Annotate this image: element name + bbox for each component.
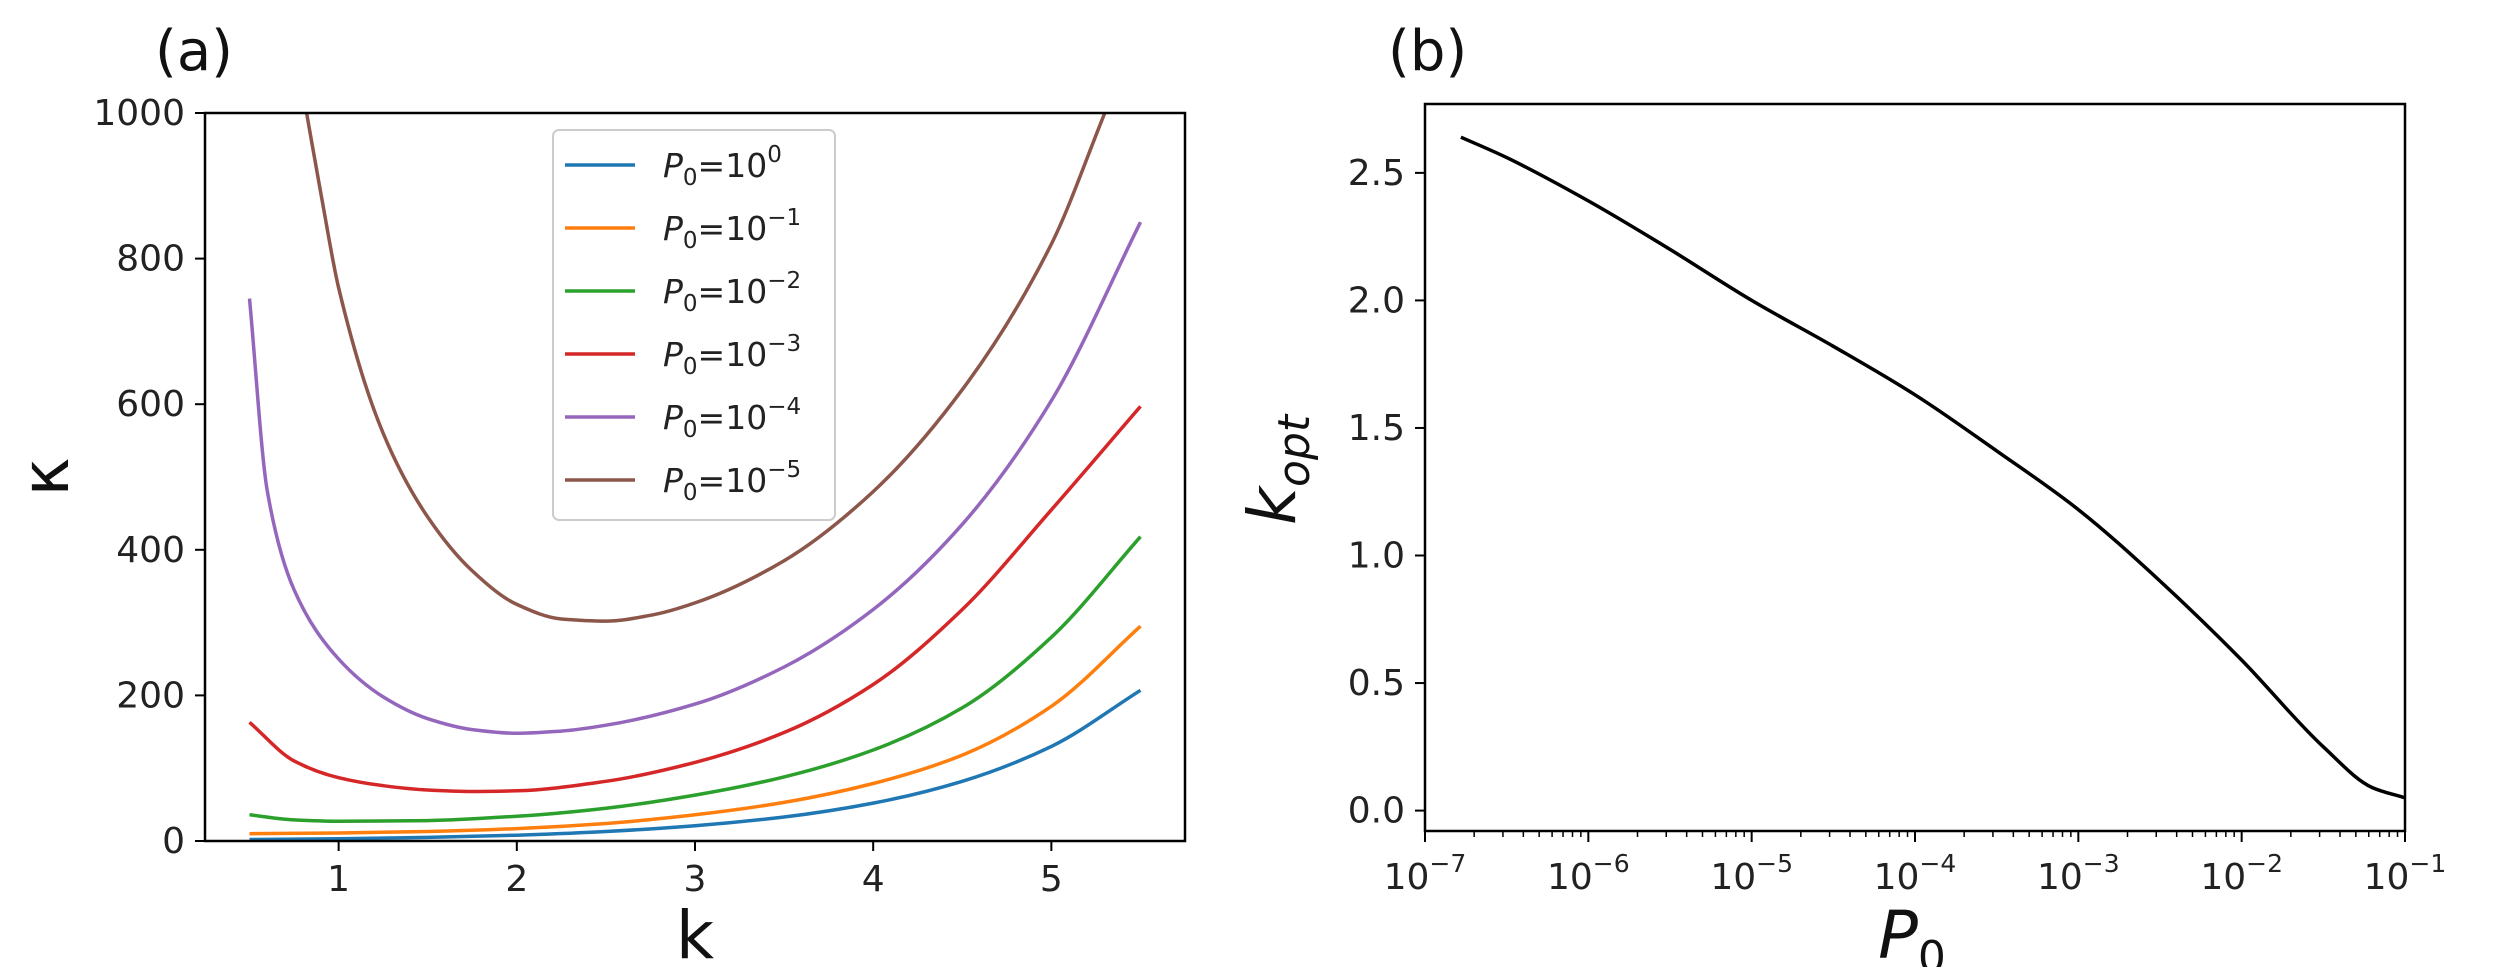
panel-b-y-ticks: 0.0 0.5 1.0 1.5 2.0 2.5 [1348,153,1425,832]
panel-a-legend: P0=100 P0=10−1 P0=10−2 P0=10−3 P0=10−4 P0=10−… [552,129,836,521]
panel-b-x-tick-label: 10−3 [2037,849,2120,898]
panel-a-y-tick-label: 800 [116,239,185,280]
panel-a-y-tick-label: 400 [116,530,185,571]
panel-b-y-axis-label-base: k [1234,484,1311,525]
panel-a-plot-area [247,113,1143,841]
panel-b-y-tick-label: 2.5 [1348,153,1405,194]
panel-a-legend-entry-2: P0=10−2 [663,268,801,317]
panel-b-x-tick-label: 10−2 [2200,849,2283,898]
panel-a-series-line-1 [249,624,1142,836]
panel-a-y-ticks: 0 200 400 600 800 1000 [93,93,205,862]
panel-b-x-axis-label: P0 [1878,897,1946,967]
panel-a-x-tick-label: 4 [862,859,885,900]
panel-a-y-tick-label: 0 [162,821,185,862]
panel-b-x-axis-label-sub: 0 [1918,932,1946,967]
panel-b-x-axis-label-base: P [1878,897,1918,967]
panel-b-series-line [1460,135,2405,800]
panel-a-series-line-3 [248,405,1142,794]
panel-a-legend-entry-5: P0=10−5 [663,457,801,506]
panel-b-label: (b) [1388,19,1467,84]
panel-a-x-ticks: 1 2 3 4 5 [327,841,1063,900]
panel-a-y-tick-label: 200 [116,675,185,716]
panel-b-y-axis-label: kopt [1234,413,1320,525]
panel-a-legend-entry-3: P0=10−3 [663,331,801,380]
panel-b-x-tick-label: 10−7 [1384,849,1467,898]
panel-b-y-tick-label: 1.0 [1348,536,1405,577]
panel-b-y-axis-label-sub: opt [1269,413,1320,487]
panel-b-frame [1423,102,2407,833]
panel-b-plot-area [1460,135,2405,800]
panel-a-y-tick-label: 1000 [93,93,185,134]
panel-a-y-tick-label: 600 [116,384,185,425]
panel-b-x-ticks: 10−7 10−6 10−5 10−4 10−3 10−2 10−1 [1384,831,2447,898]
panel-a-x-tick-label: 5 [1040,859,1063,900]
panel-a-series-line-2 [249,535,1142,824]
panel-a-legend-entry-4: P0=10−4 [663,394,801,443]
panel-a-series-line-5 [304,113,1107,623]
panel-b-y-tick-label: 2.0 [1348,280,1405,321]
panel-a-legend-entry-1: P0=10−1 [663,205,801,254]
panel-a-x-tick-label: 3 [684,859,707,900]
panel-a-x-tick-label: 2 [505,859,528,900]
panel-b-y-tick-label: 1.5 [1348,408,1405,449]
panel-b-x-tick-label: 10−6 [1547,849,1630,898]
panel-b-y-tick-label: 0.0 [1348,791,1405,832]
panel-b-chart: (b) 10−7 10−6 10−5 10−4 10−3 10−2 10−1 0.0 0.5 1… [1234,19,2446,967]
panel-b-x-tick-label: 10−5 [1710,849,1793,898]
panel-a-label: (a) [155,19,233,84]
panel-a-series-line-0 [249,688,1142,841]
panel-a-y-axis-label: κ [7,458,84,497]
panel-a-x-tick-label: 1 [327,859,350,900]
panel-a-legend-entry-0: P0=100 [663,142,782,191]
panel-b-y-tick-label: 0.5 [1348,663,1405,704]
panel-b-x-tick-label: 10−4 [1874,849,1957,898]
panel-a-series-line-4 [247,221,1143,736]
panel-a-x-axis-label: k [676,897,715,967]
panel-b-x-tick-label: 10−1 [2364,849,2447,898]
